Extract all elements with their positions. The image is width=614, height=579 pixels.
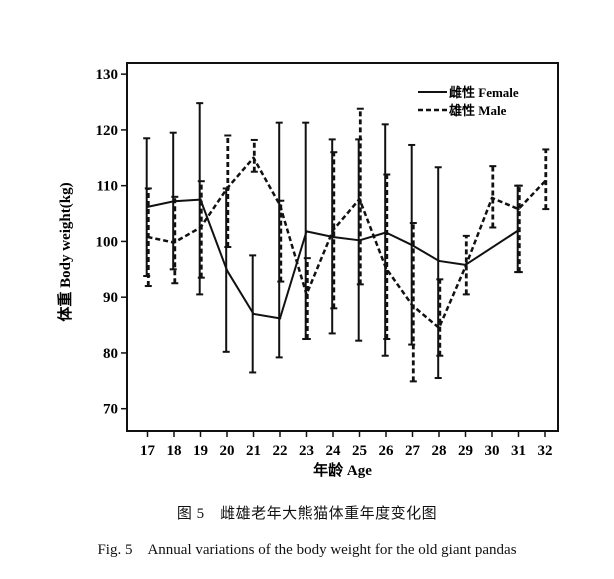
data-point	[146, 205, 149, 209]
x-tick-label: 25	[352, 443, 367, 459]
data-point	[278, 317, 282, 320]
data-point	[225, 269, 229, 272]
data-point	[225, 187, 229, 190]
series-layer	[143, 102, 550, 383]
data-point	[517, 207, 520, 211]
data-point	[411, 304, 414, 307]
x-axis-title: 年龄 Age	[313, 461, 372, 479]
x-tick-label: 21	[246, 443, 261, 459]
plot-frame	[126, 62, 559, 432]
x-tick-label: 18	[167, 443, 182, 459]
y-tick-label: 70	[103, 402, 118, 418]
data-point	[464, 265, 467, 268]
x-tick-label: 27	[405, 443, 421, 459]
y-tick-label: 110	[96, 179, 118, 195]
data-point	[199, 198, 202, 201]
data-point	[358, 197, 361, 201]
y-axis-ticks: 70 80 90 100 110 120 130	[96, 67, 127, 418]
legend-label-male: 雄性 Male	[448, 103, 507, 118]
figure-caption-en: Fig. 5 Annual variations of the body wei…	[97, 542, 517, 558]
y-tick-label: 80	[103, 346, 118, 362]
data-point	[437, 326, 441, 330]
y-tick-label: 100	[96, 234, 119, 250]
x-tick-label: 30	[485, 443, 500, 459]
data-point	[384, 266, 388, 270]
y-tick-label: 130	[96, 67, 119, 83]
x-tick-label: 17	[140, 443, 156, 459]
y-tick-label: 120	[96, 123, 119, 139]
y-tick-label: 90	[103, 290, 118, 306]
data-point	[172, 241, 176, 244]
x-tick-label: 20	[220, 443, 235, 459]
x-tick-label: 24	[326, 443, 342, 459]
data-point	[437, 259, 441, 263]
data-point	[252, 156, 255, 159]
y-axis-title: 体重 Body weight(kg)	[56, 182, 74, 321]
data-point	[331, 235, 335, 239]
data-point	[305, 230, 308, 233]
data-point	[278, 203, 282, 207]
figure-caption-cn: 图 5 雌雄老年大熊猫体重年度变化图	[176, 506, 438, 522]
legend-label-female: 雌性 Female	[449, 85, 519, 100]
series-female	[143, 102, 522, 380]
x-tick-label: 26	[379, 443, 395, 459]
x-tick-label: 19	[193, 443, 208, 459]
x-tick-label: 23	[299, 443, 314, 459]
series-male	[144, 107, 550, 383]
x-tick-label: 28	[432, 443, 447, 459]
legend: 雌性 Female 雄性 Male	[418, 85, 519, 118]
x-tick-label: 29	[458, 443, 473, 459]
data-point	[331, 229, 335, 232]
line-female	[147, 198, 520, 320]
data-point	[199, 226, 202, 229]
x-tick-label: 22	[273, 443, 288, 459]
data-point	[543, 180, 547, 183]
x-tick-label: 31	[511, 443, 526, 459]
data-point	[305, 293, 308, 296]
x-axis-ticks: 17 18 19 20 21 22 23 24 25 26 27 28 29 30 31 32	[140, 431, 553, 459]
data-point	[490, 196, 494, 200]
line-male	[147, 156, 546, 330]
chart: 70 80 90 100 110 120 130 17 18 19 20 21 22 23 24 25 26 2…	[56, 62, 559, 479]
x-tick-label: 32	[538, 443, 553, 459]
data-point	[146, 235, 149, 239]
data-point	[252, 312, 255, 316]
